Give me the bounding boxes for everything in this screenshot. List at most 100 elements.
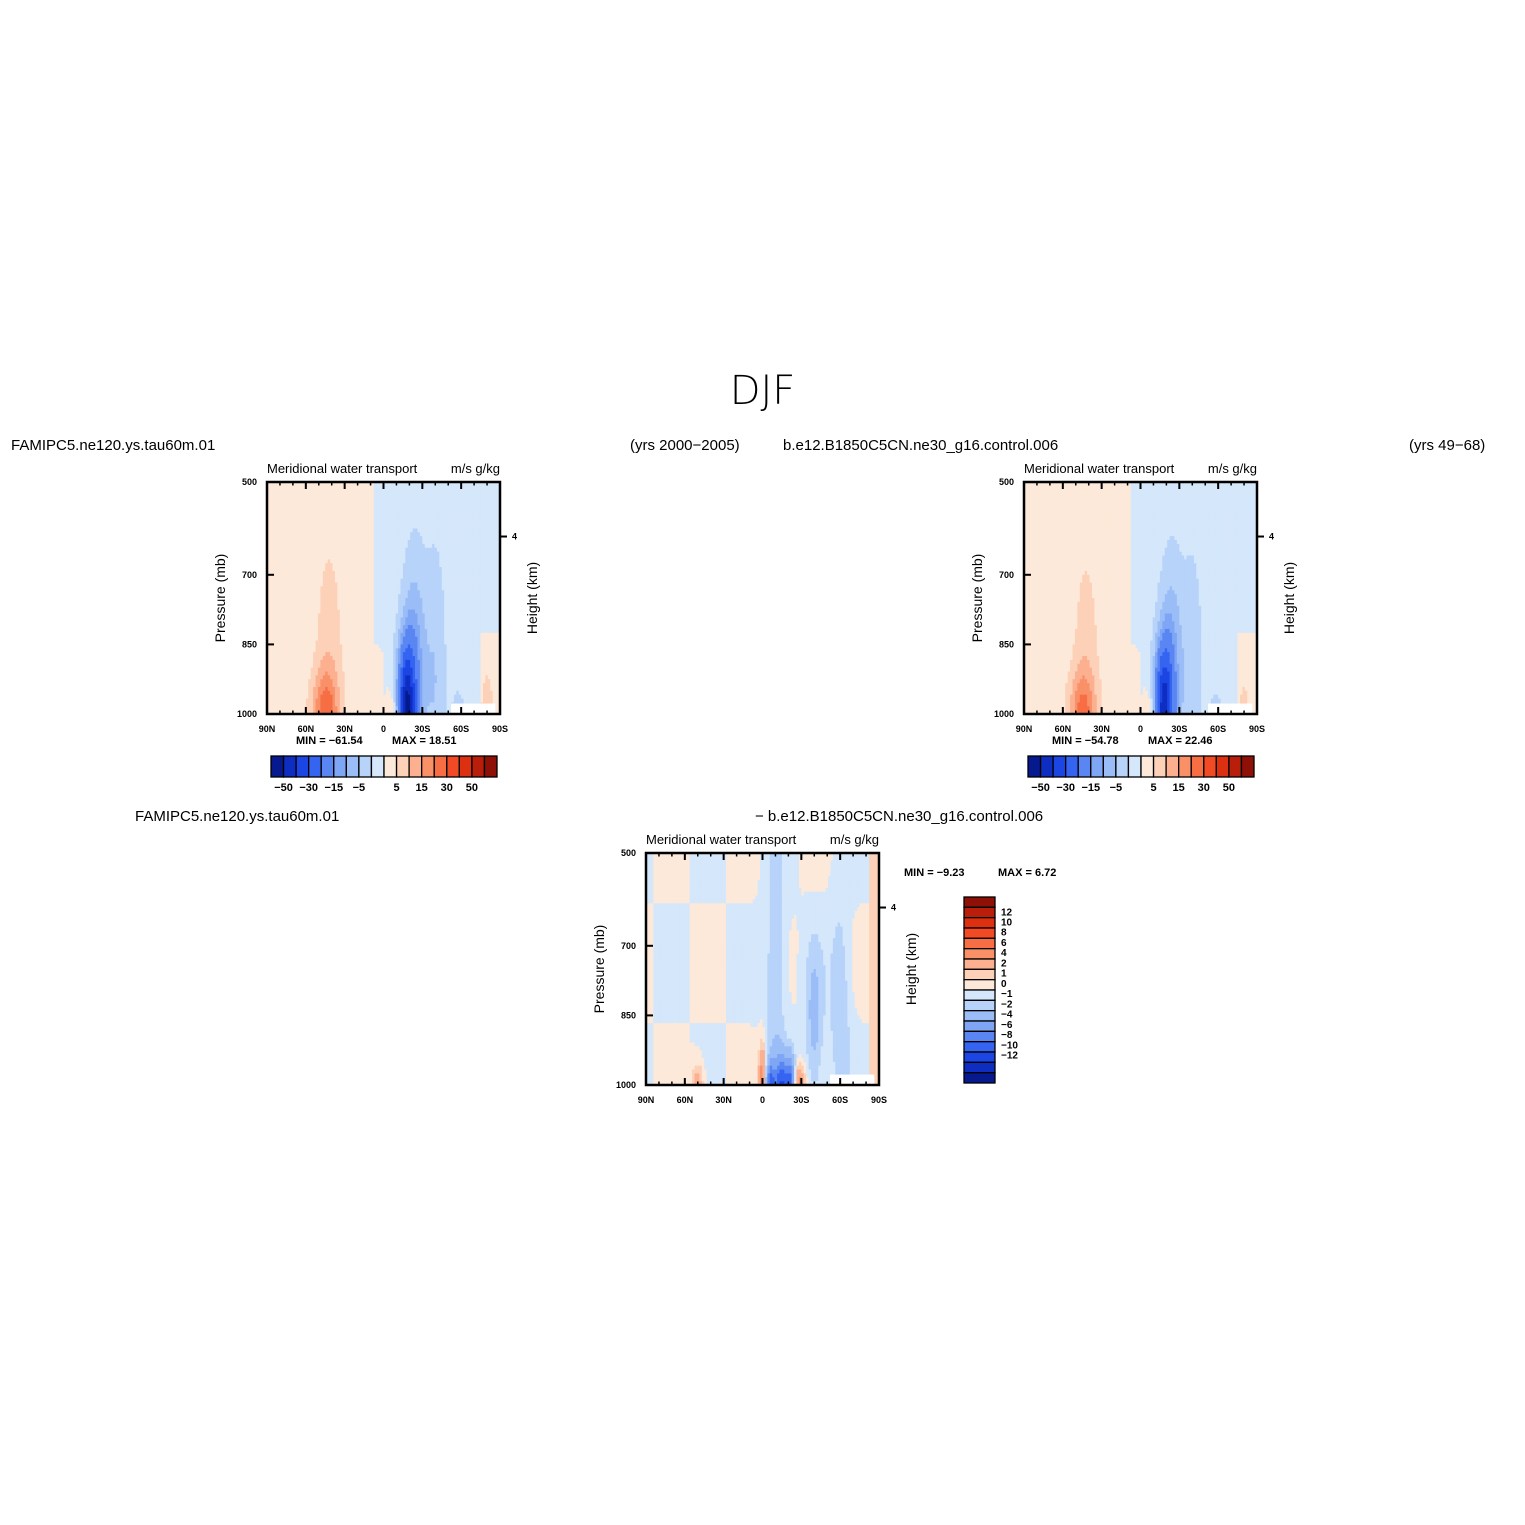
top-left-contour-cell xyxy=(291,590,295,595)
top-left-contour-cell xyxy=(317,636,321,642)
top-left-contour-cell xyxy=(361,543,365,549)
top-left-contour-cell xyxy=(371,598,375,603)
top-left-contour-cell xyxy=(398,702,402,707)
top-left-contour-cell xyxy=(398,540,402,545)
top-left-contour-cell xyxy=(327,605,331,611)
top-left-contour-cell xyxy=(330,640,334,645)
top-left-contour-cell xyxy=(366,570,370,576)
top-left-contour-cell xyxy=(385,551,389,557)
top-left-contour-cell xyxy=(303,489,307,495)
top-left-contour-cell xyxy=(269,644,273,649)
top-left-contour-cell xyxy=(371,671,375,676)
top-left-contour-cell xyxy=(330,528,334,533)
top-left-contour-cell xyxy=(385,582,389,587)
top-left-contour-cell xyxy=(288,590,292,595)
top-left-contour-cell xyxy=(317,659,321,665)
top-left-contour-cell xyxy=(279,659,283,665)
top-left-contour-cell xyxy=(320,609,324,615)
top-left-contour-cell xyxy=(344,598,348,603)
top-left-contour-cell xyxy=(283,675,288,680)
top-left-contour-cell xyxy=(337,652,341,657)
top-left-contour-cell xyxy=(351,601,355,607)
top-left-contour-cell xyxy=(395,563,399,568)
top-left-contour-cell xyxy=(361,613,365,618)
top-left-contour-cell xyxy=(344,547,348,553)
top-left-contour-cell xyxy=(366,605,370,611)
top-left-contour-cell xyxy=(381,671,385,676)
top-left-contour-cell xyxy=(267,648,271,653)
top-left-contour-cell xyxy=(354,686,358,692)
top-left-contour-cell xyxy=(427,636,431,642)
top-left-contour-cell xyxy=(308,501,312,506)
top-left-contour-cell xyxy=(291,528,295,533)
top-left-contour-cell xyxy=(349,686,353,692)
top-left-contour-cell xyxy=(327,582,331,587)
top-left-contour-cell xyxy=(393,640,397,645)
top-left-contour-cell xyxy=(327,559,331,564)
top-left-contour-cell xyxy=(276,648,280,653)
top-left-contour-cell xyxy=(424,632,428,638)
top-left-contour-cell xyxy=(308,570,312,576)
top-left-contour-cell xyxy=(359,652,363,657)
top-left-contour-cell xyxy=(405,613,409,618)
top-left-contour-cell xyxy=(410,625,414,630)
top-left-contour-cell xyxy=(388,497,392,502)
top-left-contour-cell xyxy=(398,594,402,599)
top-left-contour-cell xyxy=(310,555,314,560)
top-left-contour-cell xyxy=(267,482,271,487)
top-left-contour-cell xyxy=(286,482,290,487)
top-left-contour-cell xyxy=(330,686,334,692)
top-left-contour-cell xyxy=(402,574,406,580)
top-left-contour-cell xyxy=(267,594,271,599)
top-left-contour-cell xyxy=(339,659,343,665)
top-left-contour-cell xyxy=(402,601,406,607)
top-left-contour-cell xyxy=(434,501,438,506)
top-left-contour-cell xyxy=(281,540,285,545)
top-left-contour-cell xyxy=(398,625,402,630)
top-left-contour-cell xyxy=(368,501,372,506)
top-left-contour-cell xyxy=(332,567,336,572)
top-left-contour-cell xyxy=(422,609,426,615)
top-left-contour-cell xyxy=(300,621,305,626)
top-left-contour-cell xyxy=(274,551,278,557)
top-left-contour-cell xyxy=(267,667,271,673)
top-left-contour-cell xyxy=(429,590,433,595)
top-left-contour-cell xyxy=(385,675,389,680)
top-left-contour-cell xyxy=(405,601,409,607)
top-left-contour-cell xyxy=(427,547,431,553)
top-left-contour-cell xyxy=(308,609,312,615)
top-left-contour-cell xyxy=(320,598,324,603)
top-left-contour-cell xyxy=(325,686,329,692)
top-left-contour-cell xyxy=(410,497,414,502)
top-left-contour-cell xyxy=(356,586,360,591)
top-left-contour-cell xyxy=(330,590,334,595)
top-left-contour-cell xyxy=(303,590,307,595)
top-left-contour-cell xyxy=(405,524,409,529)
top-left-contour-cell xyxy=(286,636,290,642)
top-left-contour-cell xyxy=(364,601,368,607)
top-left-contour-cell xyxy=(296,601,300,607)
top-left-contour-cell xyxy=(298,582,302,587)
top-left-contour-cell xyxy=(342,628,346,634)
top-left-contour-cell xyxy=(267,501,271,506)
top-left-contour-cell xyxy=(415,501,419,506)
top-left-contour-cell xyxy=(300,625,305,630)
top-left-contour-cell xyxy=(415,559,419,564)
top-left-contour-cell xyxy=(410,555,414,560)
top-left-contour-cell xyxy=(373,501,377,506)
top-left-contour-cell xyxy=(274,617,278,622)
top-left-contour-cell xyxy=(317,536,321,541)
top-left-contour-cell xyxy=(354,570,358,576)
top-left-contour-cell xyxy=(361,652,365,657)
top-left-contour-cell xyxy=(313,706,317,711)
top-left-contour-cell xyxy=(395,520,399,526)
top-left-contour-cell xyxy=(434,563,438,568)
top-left-contour-cell xyxy=(417,609,421,615)
top-left-contour-cell xyxy=(276,671,280,676)
top-left-contour-cell xyxy=(356,683,360,688)
top-left-contour-cell xyxy=(339,555,343,560)
top-left-contour-cell xyxy=(342,609,346,615)
top-left-contour-cell xyxy=(291,493,295,499)
top-left-contour-cell xyxy=(317,594,321,599)
top-left-contour-cell xyxy=(395,574,399,580)
